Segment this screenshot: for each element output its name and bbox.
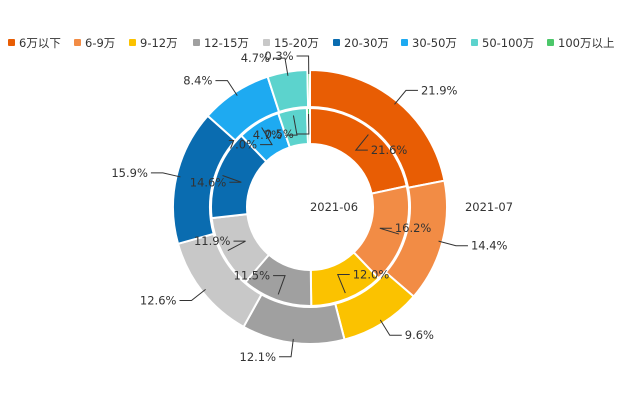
- legend-item-7[interactable]: 50-100万: [471, 36, 534, 50]
- legend-swatch: [263, 39, 270, 46]
- outer-value-label-3: 12.1%: [240, 350, 277, 364]
- outer-leader-line-7: [272, 57, 289, 76]
- inner-value-label-7: 4.7%: [253, 128, 282, 142]
- legend-label: 6万以下: [19, 36, 61, 50]
- outer-value-label-6: 8.4%: [183, 74, 212, 88]
- legend-item-8[interactable]: 100万以上: [547, 36, 614, 50]
- outer-leader-line-1: [438, 240, 468, 247]
- inner-value-label-0: 21.6%: [371, 143, 408, 157]
- inner-ring-series-label: 2021-06: [310, 200, 358, 214]
- inner-leader-line-7: [284, 115, 298, 136]
- legend-label: 20-30万: [344, 36, 389, 50]
- inner-leader-line-2: [336, 274, 350, 294]
- inner-leader-line-1: [379, 227, 400, 235]
- legend-swatch: [547, 39, 554, 46]
- legend-label: 50-100万: [482, 36, 534, 50]
- legend-swatch: [401, 39, 408, 46]
- legend-label: 15-20万: [274, 36, 319, 50]
- chart-rings: [172, 68, 448, 345]
- chart-legend: 6万以下 6-9万 9-12万 12-15万 15-20万 20-30万 30-50万 50-…: [8, 36, 614, 50]
- inner-value-label-4: 11.9%: [194, 234, 231, 248]
- chart-data-labels: 21.6%16.2%12.0%11.5%11.9%14.6%7.0%4.7%0.…: [111, 49, 507, 364]
- legend-item-1[interactable]: 6-9万: [74, 36, 115, 50]
- legend-item-4[interactable]: 15-20万: [263, 36, 319, 50]
- legend-swatch: [333, 39, 340, 46]
- legend-label: 9-12万: [140, 36, 178, 50]
- inner-value-label-3: 11.5%: [234, 269, 271, 283]
- inner-value-label-6: 7.0%: [228, 138, 257, 152]
- outer-leader-line-6: [215, 80, 238, 96]
- legend-swatch: [8, 39, 15, 46]
- legend-swatch: [471, 39, 478, 46]
- inner-leader-line-8: [296, 114, 310, 135]
- outer-leader-line-4: [179, 289, 206, 302]
- legend-item-5[interactable]: 20-30万: [333, 36, 389, 50]
- outer-value-label-7: 4.7%: [241, 51, 270, 65]
- legend-swatch: [129, 39, 136, 46]
- inner-leader-line-5: [222, 175, 242, 183]
- legend-label: 6-9万: [85, 36, 115, 50]
- legend-item-6[interactable]: 30-50万: [401, 36, 457, 50]
- outer-value-label-8: 0.3%: [264, 49, 293, 63]
- inner-value-label-1: 16.2%: [395, 221, 432, 235]
- inner-value-label-2: 12.0%: [353, 268, 390, 282]
- inner-leader-line-6: [260, 127, 273, 146]
- outer-leader-line-3: [279, 338, 294, 358]
- outer-value-label-2: 9.6%: [405, 328, 434, 342]
- outer-value-label-5: 15.9%: [111, 166, 148, 180]
- outer-leader-line-2: [379, 319, 402, 336]
- legend-label: 30-50万: [412, 36, 457, 50]
- legend-label: 12-15万: [204, 36, 249, 50]
- inner-leader-line-4: [227, 240, 246, 251]
- outer-leader-line-8: [296, 55, 310, 75]
- inner-value-label-5: 14.6%: [190, 175, 227, 189]
- inner-leader-line-0: [354, 134, 369, 151]
- outer-slice-8[interactable]: [306, 68, 311, 109]
- inner-value-label-8: 0.5%: [265, 127, 294, 141]
- legend-item-2[interactable]: 9-12万: [129, 36, 178, 50]
- legend-label: 100万以上: [558, 36, 614, 50]
- outer-value-label-1: 14.4%: [471, 239, 508, 253]
- inner-leader-line-3: [273, 275, 286, 295]
- legend-swatch: [74, 39, 81, 46]
- legend-item-0[interactable]: 6万以下: [8, 36, 61, 50]
- legend-swatch: [193, 39, 200, 46]
- outer-value-label-0: 21.9%: [421, 83, 458, 97]
- legend-item-3[interactable]: 12-15万: [193, 36, 249, 50]
- outer-leader-line-5: [150, 172, 181, 178]
- outer-leader-line-0: [394, 89, 418, 105]
- outer-ring-series-label: 2021-07: [465, 200, 513, 214]
- outer-value-label-4: 12.6%: [140, 294, 177, 308]
